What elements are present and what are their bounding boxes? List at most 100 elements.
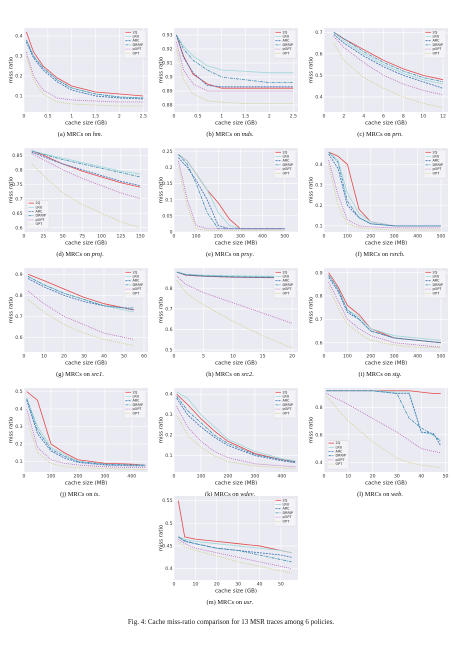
legend-entry: pOPT (433, 287, 443, 291)
x-tick-label: 0 (173, 114, 176, 120)
caption-prefix: (k) MRCs on (204, 491, 241, 498)
trace-name: mds (241, 131, 253, 138)
x-tick-label: 100 (97, 234, 106, 240)
y-tick-label: 0.92 (162, 47, 172, 53)
series-line-lru (31, 150, 141, 175)
series-line-2q (333, 31, 444, 81)
y-tick-label: 0.8 (15, 167, 22, 173)
legend-entry: LRU (36, 205, 43, 209)
x-tick-label: 12 (440, 114, 446, 120)
legend-entry: DRRIP (283, 511, 293, 515)
legend-entry: LRU (433, 275, 440, 279)
trace-name: prxy (241, 251, 253, 258)
trace-name: src1 (91, 371, 103, 378)
legend-entry: ARC (433, 279, 441, 283)
legend-entry: 2Q (433, 150, 438, 154)
x-tick-label: 6 (382, 114, 385, 120)
series-line-opt (326, 395, 441, 469)
y-tick-label: 0.7 (165, 307, 172, 313)
series-line-drrip (333, 31, 444, 83)
x-tick-label: 0 (23, 354, 26, 360)
x-tick-label: 4 (362, 114, 365, 120)
chart-svg: 0 5 10 15 20 0.5 0.6 0.7 0.8 cache size (GB) miss … (159, 268, 298, 366)
legend-box (423, 29, 447, 59)
subfigure-caption: (l) MRCs on web. (357, 491, 403, 498)
x-axis-label: cache size (GB) (65, 241, 107, 247)
legend-entry: pOPT (283, 167, 293, 171)
legend-entry: OPT (433, 171, 441, 175)
x-tick-label: 30 (235, 582, 241, 588)
series-line-popt (25, 51, 144, 103)
series-line-2q (27, 273, 135, 311)
chart-svg: 0 100 200 300 400 0.1 0.2 0.3 0.4 0.5 cache size (… (9, 388, 148, 486)
y-tick-label: 0.5 (165, 521, 172, 527)
legend-entry: DRRIP (283, 283, 293, 287)
chart-panel-web: 0 10 20 30 40 50 0.4 0.6 0.8 cache size (GB) miss … (308, 384, 452, 510)
legend-entry: DRRIP (36, 214, 46, 218)
x-tick-label: 300 (390, 354, 399, 360)
x-tick-label: 2.5 (140, 114, 147, 120)
legend-entry: LRU (283, 395, 290, 399)
x-tick-label: 75 (79, 234, 85, 240)
legend-entry: ARC (36, 210, 44, 214)
chart-panel-usr: 0 10 20 30 40 50 0.4 0.45 0.5 0.55 cache size (GB)… (158, 492, 302, 618)
legend-entry: 2Q (283, 390, 288, 394)
series-line-opt (27, 299, 135, 347)
series-line-arc (333, 34, 444, 89)
series-line-arc (26, 400, 146, 467)
chart-panel-mds: 0 0.5 1 1.5 2 2.5 0.88 0.89 0.9 0.91 0.92 0.93 cache… (158, 24, 302, 150)
legend-box (273, 29, 297, 59)
y-tick-label: 0.6 (315, 340, 322, 346)
x-tick-label: 20 (370, 474, 376, 480)
series-line-opt (175, 48, 294, 104)
x-axis-label: cache size (GB) (215, 121, 257, 127)
y-axis-label: miss ratio (159, 417, 165, 444)
subfigure-caption: (i) MRCs on stg. (358, 371, 402, 378)
y-axis-label: miss ratio (309, 417, 315, 444)
x-tick-label: 300 (236, 234, 245, 240)
y-tick-label: 0.5 (15, 389, 22, 395)
legend-entry: OPT (336, 462, 344, 466)
series-line-arc (175, 34, 294, 88)
legend-entry: DRRIP (133, 283, 143, 287)
series-line-arc (26, 41, 144, 100)
y-axis-label: miss ratio (9, 417, 15, 444)
y-axis-label: miss ratio (159, 57, 165, 84)
y-tick-label: 0.8 (315, 405, 322, 411)
x-tick-label: 40 (418, 474, 424, 480)
x-tick-label: 2 (268, 114, 271, 120)
y-tick-label: 0.6 (315, 51, 322, 57)
x-tick-label: 400 (413, 354, 422, 360)
chart-svg: 0 100 200 300 400 500 0 0.05 0.1 0.15 0.2 0.25 cache… (159, 148, 298, 246)
y-tick-label: 0.4 (315, 95, 322, 101)
legend-entry: OPT (283, 411, 291, 415)
y-axis-label: miss ratio (9, 57, 15, 84)
y-tick-label: 0.1 (315, 223, 322, 229)
series-line-lru (176, 34, 294, 74)
legend-entry: ARC (336, 450, 344, 454)
figure-caption: Fig. 4: Cache miss-ratio comparison for … (127, 618, 335, 626)
series-line-popt (328, 160, 441, 229)
y-tick-label: 0.2 (315, 203, 322, 209)
y-tick-label: 0.1 (15, 459, 22, 465)
x-tick-label: 40 (101, 354, 107, 360)
y-tick-label: 0.9 (15, 272, 22, 278)
y-tick-label: 0.55 (162, 498, 172, 504)
x-tick-label: 50 (443, 474, 449, 480)
x-tick-label: 8 (402, 114, 405, 120)
x-tick-label: 20 (61, 354, 67, 360)
subfigure-caption: (f) MRCs on rsrch. (355, 251, 405, 258)
y-tick-label: 0.6 (165, 327, 172, 333)
y-tick-label: 0.3 (165, 412, 172, 418)
x-tick-label: 50 (278, 582, 284, 588)
x-tick-label: 0 (23, 234, 26, 240)
x-tick-label: 500 (437, 234, 446, 240)
x-tick-label: 500 (280, 234, 289, 240)
y-tick-label: 0.89 (162, 89, 172, 95)
x-axis-label: cache size (MB) (365, 241, 407, 247)
subfigure-caption: (m) MRCs on usr. (206, 599, 254, 606)
series-line-arc (328, 277, 442, 344)
